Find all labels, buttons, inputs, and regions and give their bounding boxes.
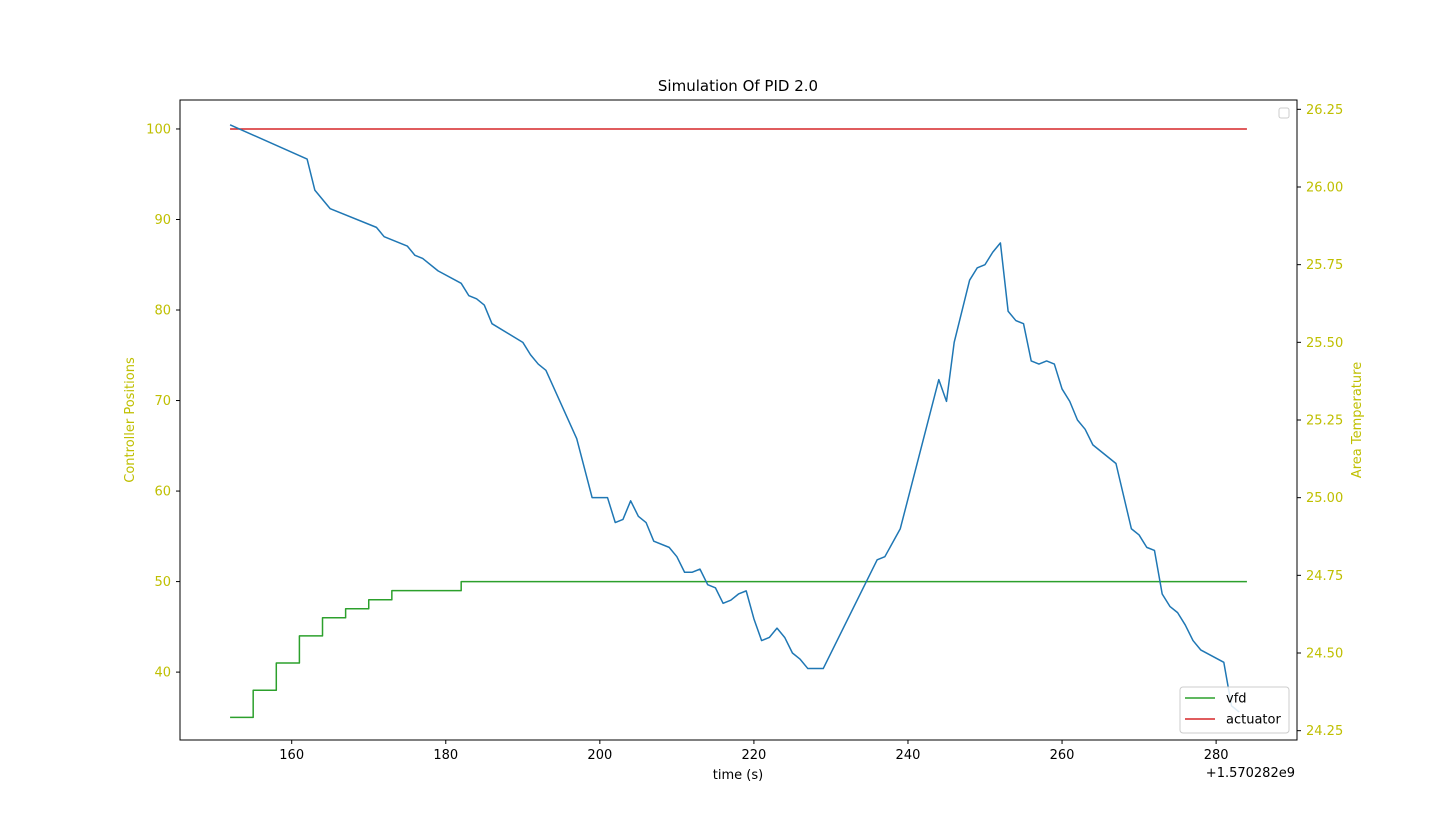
right-axis-label: Area Temperature [1350, 362, 1365, 478]
area-temperature-series-line [229, 124, 1240, 713]
right-tick-label: 24.25 [1306, 724, 1343, 739]
x-tick-label: 260 [1050, 748, 1075, 763]
left-tick-label: 80 [154, 304, 171, 319]
right-tick-label: 24.50 [1306, 647, 1343, 662]
left-axis-label: Controller Positions [123, 357, 138, 483]
legend-label-vfd: vfd [1226, 692, 1247, 707]
x-tick-label: 280 [1204, 748, 1229, 763]
legend: vfd actuator [1179, 686, 1290, 734]
chart-title: Simulation Of PID 2.0 [658, 77, 818, 95]
vfd-series-line [230, 580, 1247, 719]
axes-frame [179, 99, 1298, 741]
right-tick-label: 25.50 [1306, 336, 1343, 351]
x-tick-label: 200 [587, 748, 612, 763]
series-layer [229, 124, 1247, 719]
right-tick-label: 25.00 [1306, 491, 1343, 506]
left-tick-label: 70 [154, 394, 171, 409]
right-tick-label: 25.75 [1306, 258, 1343, 273]
right-axis-legend-box [1278, 107, 1290, 119]
x-tick-label: 180 [433, 748, 458, 763]
x-axis-label: time (s) [713, 768, 763, 783]
right-axis-ticks: 24.25 24.50 24.75 25.00 25.25 25.50 25.75 26.00… [1297, 103, 1343, 739]
x-tick-label: 220 [741, 748, 766, 763]
x-tick-label: 160 [279, 748, 304, 763]
left-axis-ticks: 40 50 60 70 80 90 100 [146, 122, 180, 681]
left-tick-label: 60 [154, 485, 171, 500]
right-tick-label: 25.25 [1306, 414, 1343, 429]
right-tick-label: 24.75 [1306, 569, 1343, 584]
left-tick-label: 40 [154, 666, 171, 681]
right-tick-label: 26.00 [1306, 180, 1343, 195]
x-axis-offset-label: +1.570282e9 [1206, 766, 1295, 781]
x-axis-ticks: 160 180 200 220 240 260 280 [279, 740, 1229, 763]
right-tick-label: 26.25 [1306, 103, 1343, 118]
left-tick-label: 90 [154, 213, 171, 228]
left-tick-label: 100 [146, 122, 171, 137]
x-tick-label: 240 [896, 748, 921, 763]
legend-label-actuator: actuator [1226, 713, 1281, 728]
left-tick-label: 50 [154, 575, 171, 590]
